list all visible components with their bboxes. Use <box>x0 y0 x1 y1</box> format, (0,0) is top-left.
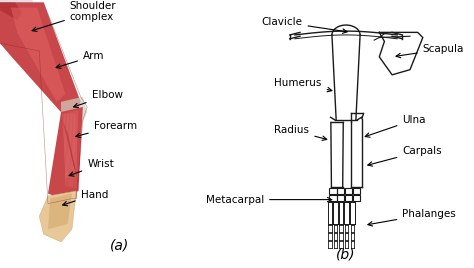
Bar <box>329 195 337 202</box>
Text: Radius: Radius <box>274 125 327 140</box>
Text: Humerus: Humerus <box>274 77 332 92</box>
Text: Ulna: Ulna <box>365 115 426 137</box>
Polygon shape <box>52 176 79 204</box>
Bar <box>345 195 352 202</box>
Bar <box>337 195 345 202</box>
Text: Shoulder
complex: Shoulder complex <box>32 1 117 31</box>
Bar <box>345 188 352 195</box>
Text: Arm: Arm <box>56 51 104 68</box>
Text: Phalanges: Phalanges <box>368 209 456 226</box>
Polygon shape <box>48 193 72 229</box>
Text: (b): (b) <box>336 247 356 261</box>
Text: Wrist: Wrist <box>69 159 114 176</box>
Bar <box>353 188 360 195</box>
Text: Metacarpal: Metacarpal <box>206 195 332 204</box>
Polygon shape <box>0 2 81 117</box>
Text: Hand: Hand <box>63 190 108 206</box>
Text: Forearm: Forearm <box>76 121 137 137</box>
Bar <box>353 195 360 202</box>
Polygon shape <box>0 0 33 38</box>
Text: Carpals: Carpals <box>368 146 442 166</box>
Bar <box>329 188 337 195</box>
Polygon shape <box>61 97 87 127</box>
Polygon shape <box>48 107 83 199</box>
Text: Scapula: Scapula <box>396 44 464 58</box>
Polygon shape <box>0 2 22 20</box>
Polygon shape <box>39 191 76 242</box>
Polygon shape <box>63 110 79 183</box>
Text: Clavicle: Clavicle <box>262 17 347 33</box>
Bar <box>337 188 345 195</box>
Text: Elbow: Elbow <box>73 91 123 107</box>
Polygon shape <box>11 8 65 102</box>
Text: (a): (a) <box>110 238 129 252</box>
